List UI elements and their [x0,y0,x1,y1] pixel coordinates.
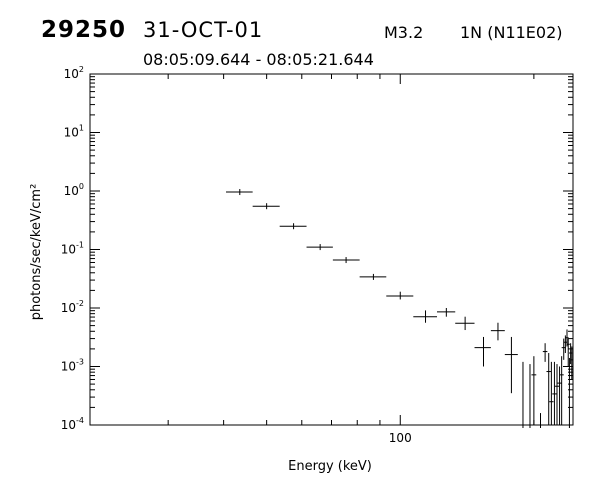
data-point [557,366,562,425]
data-point [531,356,537,425]
y-tick-base: 10 [64,126,79,140]
data-point [386,291,414,300]
y-tick-exponent: -1 [76,241,84,250]
data-point [554,364,560,425]
y-tick-label: 10-1 [61,241,84,257]
data-point [413,310,438,323]
y-tick-exponent: 1 [79,124,84,133]
y-tick-exponent: -2 [76,299,84,308]
goes-class: M3.2 [384,23,424,42]
data-point [504,336,518,394]
data-point [563,335,568,354]
y-tick-exponent: -4 [76,416,84,425]
data-point [567,357,572,428]
data-point [226,189,253,196]
data-point [332,257,360,264]
y-tick-label: 100 [64,182,84,198]
data-points [226,189,573,428]
data-point [566,338,570,367]
data-point [570,346,573,380]
x-axis-label: Energy (keV) [288,459,372,474]
data-point [520,361,526,428]
y-tick-base: 10 [61,418,76,432]
data-point [455,316,475,331]
x-tick-label: 100 [389,431,412,445]
h-alpha-class: 1N (N11E02) [460,23,563,42]
y-tick-exponent: 2 [79,65,84,74]
data-point [252,203,280,210]
data-point [474,336,491,367]
data-point [538,413,543,428]
data-point [565,329,569,347]
data-point [546,353,551,425]
axis-ticks [89,73,573,426]
data-point [279,223,307,230]
data-point [527,364,533,428]
y-tick-label: 101 [64,124,84,140]
y-tick-label: 10-3 [61,358,84,374]
data-point [542,343,548,362]
data-point [559,356,564,425]
data-point [552,361,557,425]
data-point [306,244,333,251]
y-tick-base: 10 [61,301,76,315]
event-date: 31-OCT-01 [143,18,264,42]
plot-border [89,73,574,426]
y-tick-base: 10 [64,184,79,198]
y-tick-base: 10 [64,67,79,81]
y-tick-label: 10-2 [61,299,84,315]
y-tick-base: 10 [61,243,76,257]
plot-frame [89,73,574,426]
y-tick-label: 102 [64,65,84,81]
data-point [549,361,554,425]
data-point [490,322,505,341]
event-id: 29250 [41,17,127,43]
y-axis-label: photons/sec/keV/cm² [29,184,44,321]
time-range: 08:05:09.644 - 08:05:21.644 [143,50,374,69]
y-tick-base: 10 [61,360,76,374]
data-point [437,308,456,317]
y-tick-exponent: -3 [76,358,84,367]
y-tick-exponent: 0 [79,182,84,191]
data-point [359,273,387,280]
y-tick-label: 10-4 [61,416,84,432]
